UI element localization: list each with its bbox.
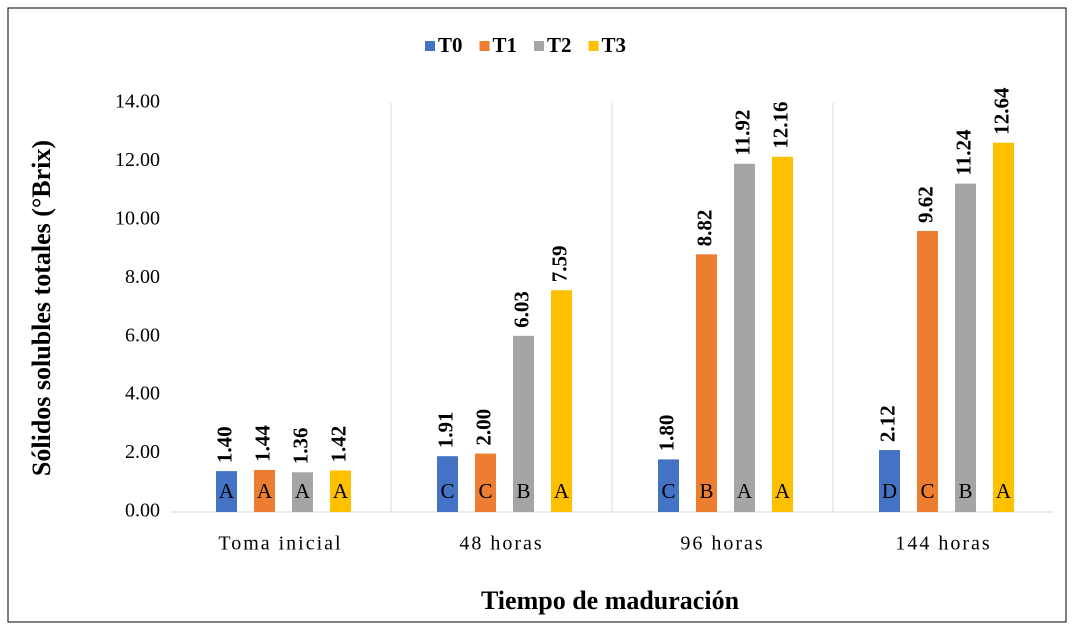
bar [254, 469, 275, 512]
y-tick-label: 12.00 [115, 149, 160, 171]
value-label: 1.91 [433, 411, 457, 448]
y-axis-title: Sólidos solubles totales (°Brix) [27, 140, 56, 476]
value-label: 6.03 [509, 291, 533, 328]
value-label: 2.12 [875, 405, 899, 442]
bar [292, 472, 313, 512]
significance-letter: B [516, 479, 530, 503]
significance-letter: A [219, 479, 235, 503]
significance-letter: A [333, 479, 349, 503]
significance-letter: C [478, 479, 492, 503]
significance-letter: D [882, 479, 897, 503]
legend-swatch [479, 41, 490, 51]
significance-letter: C [440, 479, 454, 503]
bar [993, 142, 1014, 512]
bar [216, 471, 237, 512]
x-tick-label: 96 horas [680, 533, 764, 555]
significance-letter: C [661, 479, 675, 503]
bar [879, 450, 900, 512]
value-label: 1.42 [326, 426, 350, 463]
y-tick-label: 0.00 [125, 500, 160, 522]
significance-letter: A [737, 479, 753, 503]
value-label: 7.59 [547, 246, 571, 283]
value-label: 1.36 [288, 428, 312, 465]
legend-label: T0 [438, 33, 463, 57]
legend-swatch [534, 41, 545, 51]
significance-letter: A [295, 479, 311, 503]
value-label: 12.64 [989, 87, 1013, 135]
bar [330, 470, 351, 512]
value-label: 2.00 [471, 409, 495, 446]
chart-border [7, 7, 1067, 623]
significance-letter: A [257, 479, 273, 503]
significance-letter: A [554, 479, 570, 503]
value-label: 1.80 [654, 415, 678, 452]
y-tick-label: 14.00 [115, 91, 160, 113]
value-label: 11.24 [951, 129, 975, 176]
legend-swatch [425, 41, 435, 51]
x-tick-label: 48 horas [459, 533, 543, 555]
bar [955, 183, 976, 513]
y-tick-label: 2.00 [125, 441, 160, 463]
legend-label: T3 [602, 33, 627, 57]
value-label: 1.44 [250, 425, 274, 462]
significance-letter: A [775, 479, 791, 503]
significance-letter: B [958, 479, 972, 503]
bar [658, 459, 679, 512]
bar [513, 335, 534, 512]
y-tick-label: 4.00 [125, 383, 160, 405]
y-tick-label: 8.00 [125, 266, 160, 288]
legend-label: T2 [547, 33, 572, 57]
bar [551, 290, 572, 512]
value-label: 9.62 [913, 186, 937, 223]
x-tick-label: Toma inicial [218, 533, 342, 555]
y-tick-label: 10.00 [115, 207, 160, 229]
value-label: 11.92 [730, 110, 754, 156]
x-tick-label: 144 horas [895, 533, 991, 555]
bar [772, 156, 793, 513]
value-label: 12.16 [768, 102, 792, 149]
value-label: 8.82 [692, 210, 716, 247]
x-axis-title: Tiempo de maduración [481, 586, 740, 615]
bar [437, 456, 458, 512]
legend-swatch [588, 41, 599, 51]
value-label: 1.40 [212, 426, 236, 463]
significance-letter: A [996, 479, 1012, 503]
bar [734, 163, 755, 512]
legend-label: T1 [493, 33, 518, 57]
bar [475, 453, 496, 512]
significance-letter: B [699, 479, 713, 503]
bar [917, 230, 938, 513]
significance-letter: C [920, 479, 934, 503]
bar [696, 254, 717, 512]
y-tick-label: 6.00 [125, 324, 160, 346]
